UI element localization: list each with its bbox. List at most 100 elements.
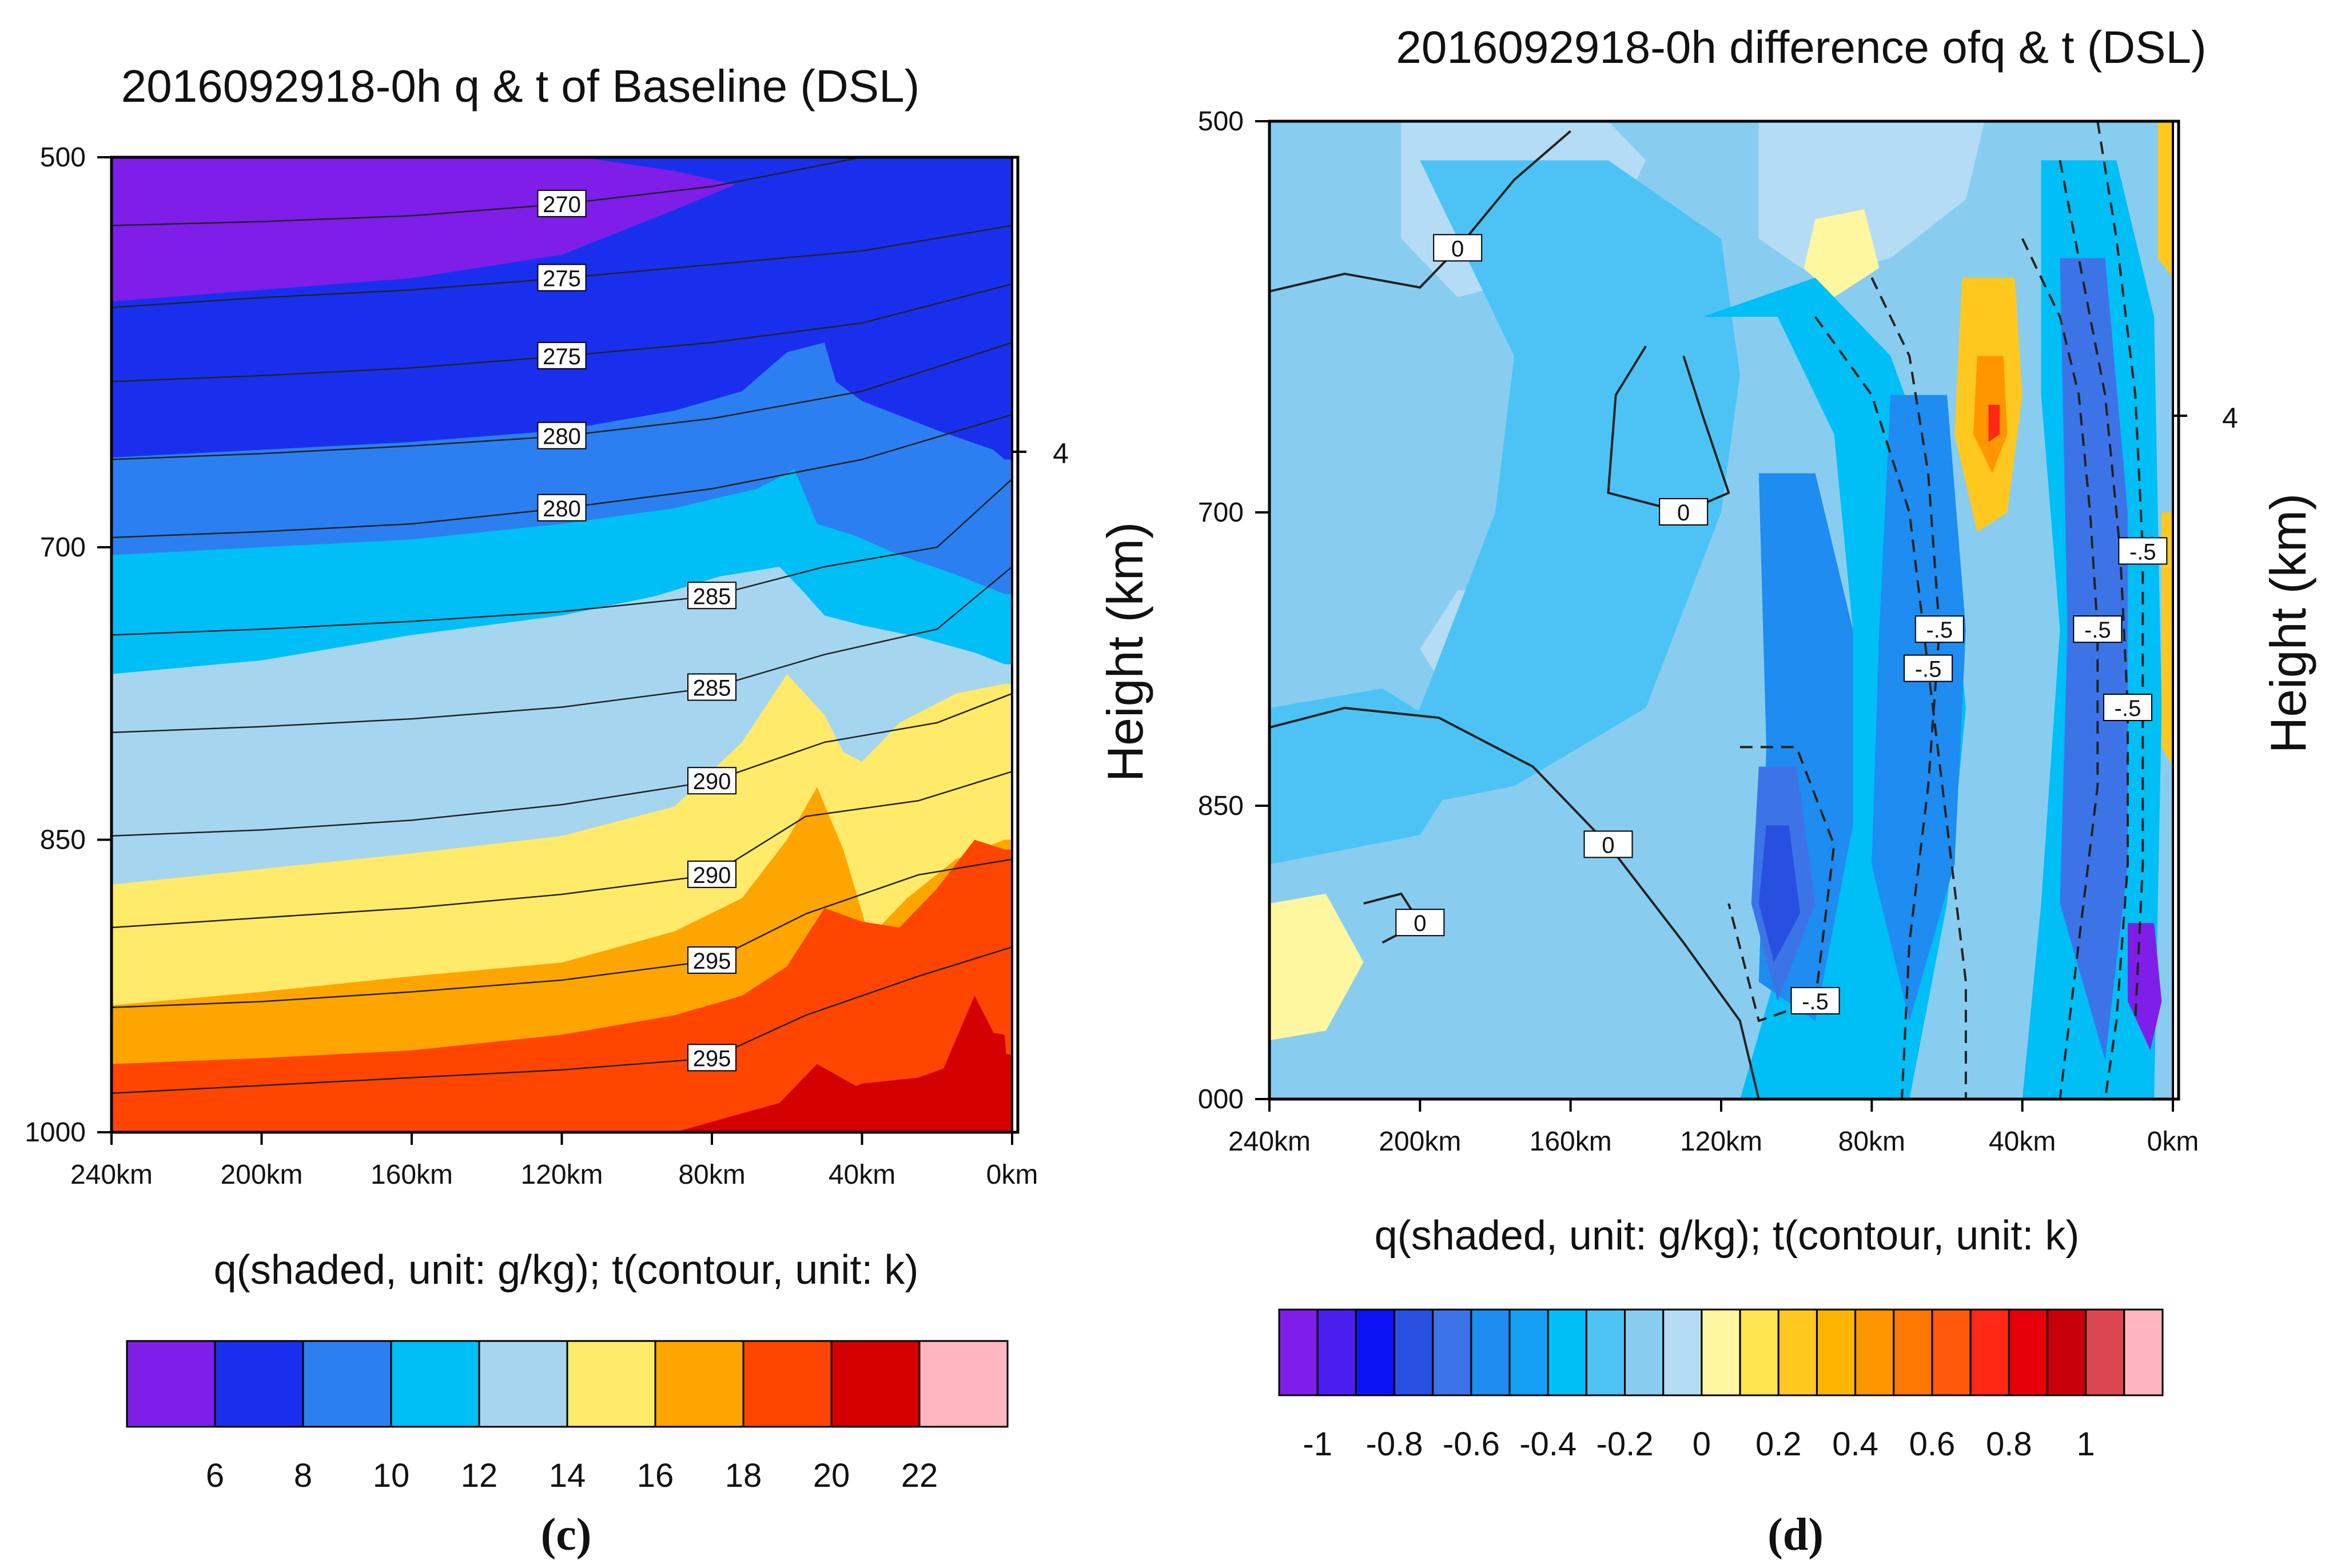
shade-region-13	[2060, 258, 2128, 1060]
contour-label-box-3	[537, 421, 587, 449]
contour-label-box-6	[687, 673, 736, 701]
contour-label-text-4: -.5	[1915, 657, 1942, 682]
colorbar-box-1	[214, 1340, 304, 1428]
shade-region-14	[1758, 825, 1801, 962]
x-tick-label-0: 240km	[1228, 1127, 1311, 1157]
colorbar-box-5	[566, 1340, 656, 1428]
colorbar-box-9	[918, 1340, 1009, 1428]
contour-label-box-8	[687, 860, 736, 888]
contour-label-box-5	[1914, 615, 1964, 643]
panel-c-label: (c)	[541, 1510, 592, 1560]
x-tick-label-2: 160km	[371, 1160, 453, 1190]
colorbar-box-6	[654, 1340, 745, 1428]
shade-top-left	[112, 157, 581, 290]
colorbar-label-0: -1	[1303, 1426, 1332, 1463]
shade-region-18	[1988, 404, 2000, 442]
contour-label-text-10: 295	[693, 1046, 731, 1071]
colorbar-label-6: 18	[725, 1457, 762, 1494]
contour-line-0	[1269, 130, 1572, 293]
x-tick-label-4: 80km	[678, 1160, 745, 1190]
contour-label-box-2	[537, 341, 587, 369]
contour-label-box-8	[2118, 537, 2168, 565]
colorbar-label-5: 16	[637, 1457, 674, 1494]
contour-label-text-6: -.5	[2084, 618, 2111, 643]
x-tick-label-3: 120km	[1680, 1127, 1762, 1157]
colorbar-box-0	[1278, 1308, 1319, 1396]
contour-label-3: 280	[537, 421, 587, 449]
shade-region-20	[2161, 512, 2173, 767]
contour-line-5	[112, 478, 1013, 636]
contour-label-text-2: 275	[543, 344, 581, 369]
shade-level-7	[112, 839, 1012, 1132]
contour-label-box-9	[687, 946, 736, 974]
contour-label-4: -.5	[1904, 654, 1953, 682]
panel-d-colorbar: -1 -0.8 -0.6 -0.4 -0.2 0 0.2 0.4 0.6 0.8 1	[1278, 1308, 2164, 1463]
panel-d-ylabel-right: Height (km)	[2260, 494, 2316, 754]
contour-label-text-8: 290	[693, 863, 731, 888]
shade-region-5	[1804, 209, 1880, 297]
contour-label-0: 0	[1433, 234, 1483, 262]
contour-line-10	[112, 946, 1013, 1095]
contour-label-box-7	[687, 767, 736, 795]
y-tick-label-2: 850	[40, 825, 86, 855]
colorbar-label-5: 0	[1693, 1426, 1711, 1463]
contour-label-8: 290	[687, 860, 736, 888]
contour-label-box-0	[537, 189, 587, 217]
contour-label-box-1	[1659, 498, 1709, 526]
contour-line-6	[2021, 238, 2099, 1099]
colorbar-box-17	[1931, 1308, 1972, 1396]
panel-c: 2016092918-0h q & t of Baseline (DSL) 27…	[25, 61, 1069, 1560]
x-tick-label-4: 80km	[1838, 1127, 1905, 1157]
contour-label-text-4: 280	[543, 496, 581, 522]
shade-region-11	[1872, 395, 1966, 1021]
colorbar-label-7: 20	[813, 1457, 850, 1494]
colorbar-box-11	[1701, 1308, 1741, 1396]
colorbar-label-2: 10	[373, 1457, 410, 1494]
panel-c-title: 2016092918-0h q & t of Baseline (DSL)	[121, 61, 919, 112]
contour-label-8: -.5	[2118, 537, 2168, 565]
y-tick-label-0: 500	[40, 142, 86, 173]
panel-c-x-ticks: 240km 200km 160km 120km 80km 40km 0km	[70, 1132, 1038, 1190]
colorbar-box-0	[126, 1340, 216, 1428]
colorbar-box-5	[1470, 1308, 1511, 1396]
x-tick-label-6: 0km	[986, 1160, 1038, 1190]
contour-label-text-3: 280	[543, 424, 581, 449]
contour-label-box-6	[2073, 615, 2123, 643]
colorbar-label-4: -0.2	[1597, 1426, 1654, 1463]
colorbar-box-9	[1624, 1308, 1665, 1396]
contour-label-3: 0	[1395, 909, 1445, 937]
contour-label-text-0: 0	[1451, 236, 1464, 261]
y-tick-label-2: 850	[1198, 791, 1244, 821]
colorbar-label-1: -0.8	[1366, 1426, 1423, 1463]
x-tick-label-6: 0km	[2147, 1127, 2199, 1157]
y-tick-label-3: 1000	[25, 1117, 86, 1148]
panel-d-right-tick-label: 4	[2222, 402, 2238, 434]
contour-label-1: 0	[1659, 498, 1709, 526]
colorbar-box-6	[1508, 1308, 1549, 1396]
panel-d-y-ticks: 500 700 850 000	[1198, 106, 1269, 1115]
colorbar-box-16	[1893, 1308, 1933, 1396]
contour-line-9	[112, 858, 1013, 1009]
panel-d-title: 2016092918-0h difference ofq & t (DSL)	[1396, 22, 2206, 73]
shade-level-max	[742, 1030, 1012, 1132]
colorbar-label-3: 12	[461, 1457, 498, 1494]
colorbar-label-4: 14	[549, 1457, 586, 1494]
contour-label-box-3	[1395, 909, 1445, 937]
colorbar-box-7	[742, 1340, 833, 1428]
colorbar-label-8: 0.6	[1909, 1426, 1956, 1463]
panel-c-y-ticks: 500 700 850 1000	[25, 142, 112, 1148]
contour-label-1: 275	[537, 264, 587, 292]
contour-line-7	[112, 693, 1013, 837]
colorbar-box-4	[1432, 1308, 1472, 1396]
contour-label-10: 295	[687, 1044, 736, 1072]
y-tick-label-1: 700	[40, 532, 86, 563]
x-tick-label-5: 40km	[1989, 1127, 2056, 1157]
x-tick-label-3: 120km	[520, 1160, 603, 1190]
panel-d-x-ticks: 240km 200km 160km 120km 80km 40km 0km	[1228, 1099, 2199, 1157]
colorbar-label-6: 0.2	[1755, 1426, 1802, 1463]
contour-label-text-9: 295	[693, 949, 731, 974]
colorbar-box-7	[1547, 1308, 1587, 1396]
colorbar-box-20	[2046, 1308, 2087, 1396]
contour-label-text-6: 285	[693, 676, 731, 701]
